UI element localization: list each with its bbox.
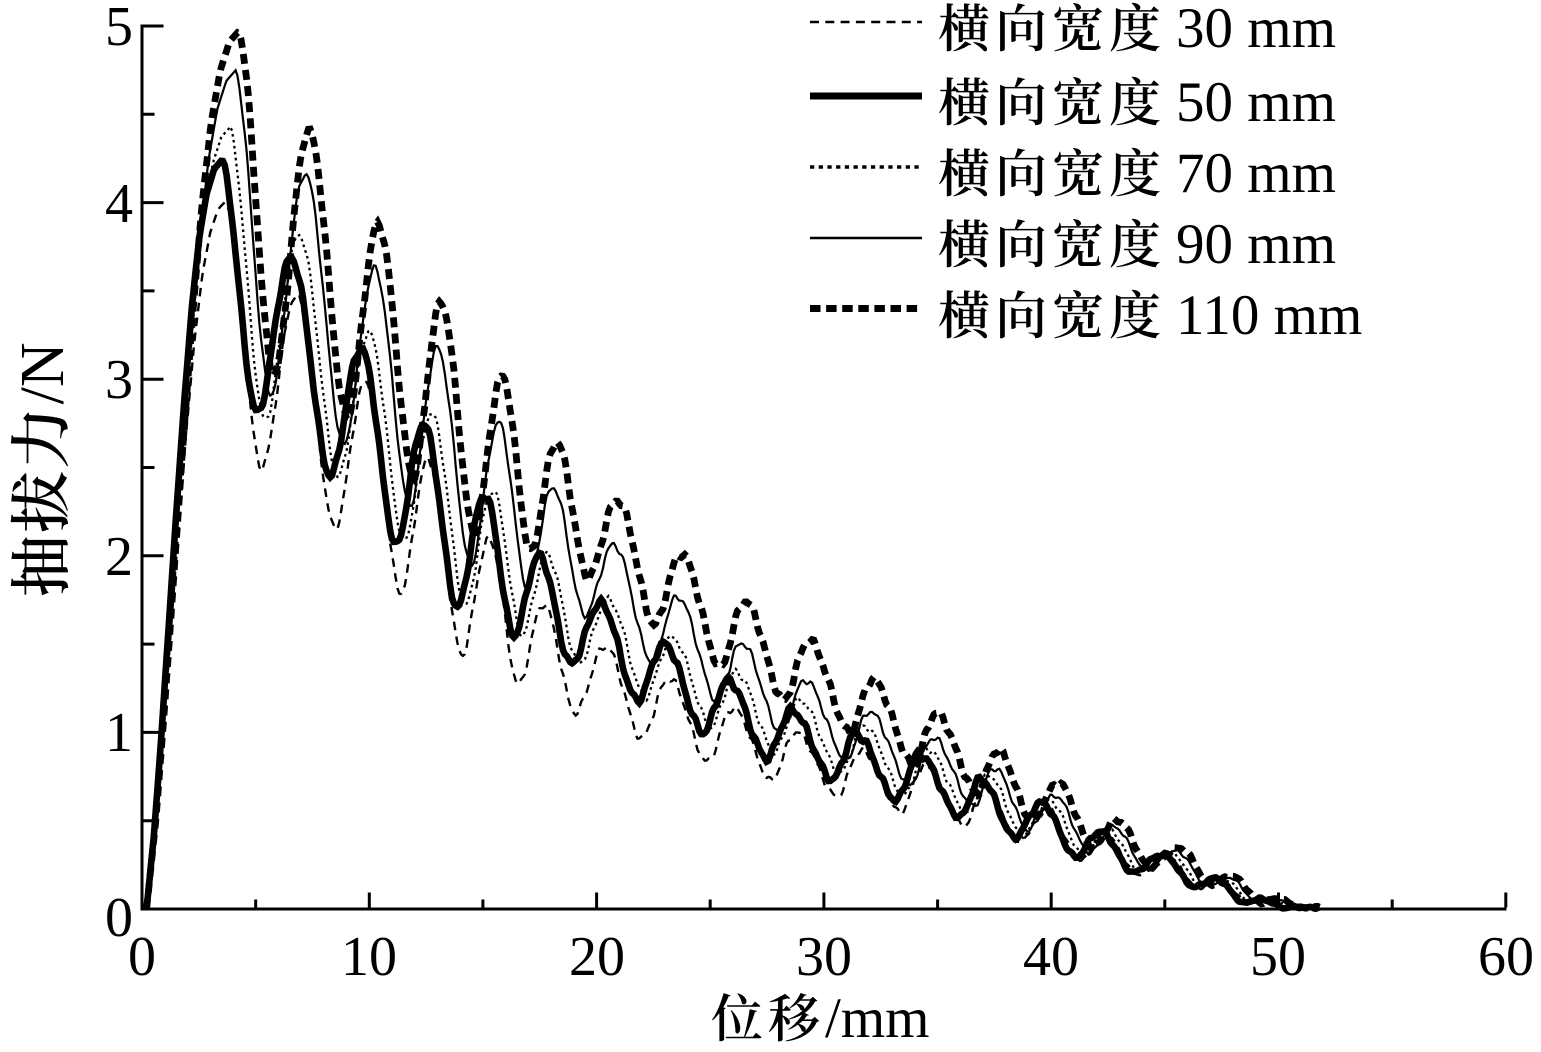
svg-text:0: 0 xyxy=(105,887,133,949)
svg-text:0: 0 xyxy=(128,926,156,988)
svg-text:50: 50 xyxy=(1250,926,1306,988)
svg-text:10: 10 xyxy=(341,926,397,988)
svg-text:30 mm: 30 mm xyxy=(1176,0,1336,60)
svg-text:50 mm: 50 mm xyxy=(1176,71,1336,134)
svg-text:1: 1 xyxy=(105,702,133,764)
svg-text:4: 4 xyxy=(105,173,133,235)
svg-text:90 mm: 90 mm xyxy=(1176,213,1336,276)
svg-text:70 mm: 70 mm xyxy=(1176,142,1336,205)
svg-text:/mm: /mm xyxy=(825,987,930,1047)
svg-text:2: 2 xyxy=(105,526,133,588)
svg-text:110 mm: 110 mm xyxy=(1176,284,1362,347)
svg-text:40: 40 xyxy=(1023,926,1079,988)
svg-text:/N: /N xyxy=(9,342,77,404)
svg-text:3: 3 xyxy=(105,349,133,411)
svg-text:20: 20 xyxy=(569,926,625,988)
svg-text:5: 5 xyxy=(105,0,133,58)
svg-text:30: 30 xyxy=(796,926,852,988)
svg-text:60: 60 xyxy=(1478,926,1534,988)
